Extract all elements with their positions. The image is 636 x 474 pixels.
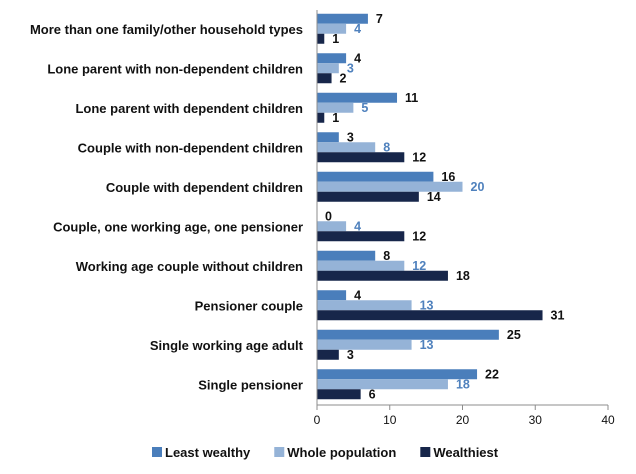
bar xyxy=(317,379,448,390)
value-label: 13 xyxy=(420,298,434,312)
value-label: 13 xyxy=(420,338,434,352)
bar xyxy=(317,300,412,311)
legend-label: Least wealthy xyxy=(165,445,251,460)
value-label: 6 xyxy=(369,387,376,401)
value-label: 8 xyxy=(383,140,390,154)
value-label: 4 xyxy=(354,51,361,65)
value-label: 5 xyxy=(361,101,368,115)
value-label: 14 xyxy=(427,190,441,204)
category-label: Lone parent with dependent children xyxy=(75,101,303,116)
category-label: Single working age adult xyxy=(150,338,304,353)
category-label: Couple with dependent children xyxy=(106,180,303,195)
value-label: 1 xyxy=(332,111,339,125)
bar xyxy=(317,102,354,113)
category-label: Lone parent with non-dependent children xyxy=(47,61,303,76)
category-label: Single pensioner xyxy=(198,377,303,392)
bar xyxy=(317,329,499,340)
value-label: 12 xyxy=(412,150,426,164)
value-label: 12 xyxy=(412,259,426,273)
bar xyxy=(317,92,398,103)
x-tick-label: 20 xyxy=(456,413,470,427)
legend-label: Wealthiest xyxy=(433,445,498,460)
bar xyxy=(317,142,376,153)
category-label: Couple with non-dependent children xyxy=(78,140,303,155)
category-label: More than one family/other household typ… xyxy=(30,22,303,37)
bar xyxy=(317,221,347,232)
legend-label: Whole population xyxy=(287,445,396,460)
x-tick-label: 30 xyxy=(529,413,543,427)
value-label: 3 xyxy=(347,61,354,75)
category-labels: More than one family/other household typ… xyxy=(30,22,304,393)
value-label: 18 xyxy=(456,269,470,283)
x-tick-label: 40 xyxy=(601,413,615,427)
legend-swatch xyxy=(274,447,285,457)
value-label: 31 xyxy=(551,308,565,322)
legend: Least wealthy Whole population Wealthiest xyxy=(152,445,499,460)
value-label: 11 xyxy=(405,91,418,105)
bar xyxy=(317,171,434,182)
bar xyxy=(317,13,368,24)
bar xyxy=(317,270,448,281)
bar xyxy=(317,231,405,242)
value-label: 12 xyxy=(412,229,426,243)
value-label: 1 xyxy=(332,32,339,46)
bar xyxy=(317,369,478,380)
legend-swatch xyxy=(152,447,162,457)
value-label: 25 xyxy=(507,328,521,342)
x-tick-label: 10 xyxy=(383,413,397,427)
bar xyxy=(317,112,325,123)
bar xyxy=(317,290,347,301)
bar xyxy=(317,339,412,350)
bar xyxy=(317,349,339,360)
bar xyxy=(317,63,339,74)
value-label: 3 xyxy=(347,130,354,144)
legend-swatch xyxy=(420,447,431,457)
value-label: 4 xyxy=(354,219,361,233)
bar xyxy=(317,191,419,202)
value-label: 3 xyxy=(347,348,354,362)
bar xyxy=(317,181,463,192)
bar xyxy=(317,310,543,321)
value-label: 7 xyxy=(376,12,383,26)
bar xyxy=(317,33,325,44)
value-label: 2 xyxy=(340,71,347,85)
bar xyxy=(317,23,347,34)
bar xyxy=(317,132,339,143)
value-label: 22 xyxy=(485,367,499,381)
value-labels: 7414321151381216201404128121841331251332… xyxy=(325,12,564,402)
bar xyxy=(317,73,332,84)
value-label: 4 xyxy=(354,288,361,302)
bar xyxy=(317,260,405,271)
x-tick-label: 0 xyxy=(314,413,321,427)
bar xyxy=(317,53,347,64)
value-label: 8 xyxy=(383,249,390,263)
bar xyxy=(317,152,405,163)
category-label: Couple, one working age, one pensioner xyxy=(53,219,303,234)
bar xyxy=(317,389,361,400)
value-label: 16 xyxy=(441,170,455,184)
value-label: 20 xyxy=(471,180,485,194)
bars xyxy=(317,13,543,400)
value-label: 18 xyxy=(456,377,470,391)
x-axis: 0 10 20 30 40 xyxy=(314,10,615,427)
value-label: 0 xyxy=(325,209,332,223)
category-label: Pensioner couple xyxy=(195,298,303,313)
bar xyxy=(317,250,376,261)
category-label: Working age couple without children xyxy=(76,259,303,274)
value-label: 4 xyxy=(354,22,361,36)
